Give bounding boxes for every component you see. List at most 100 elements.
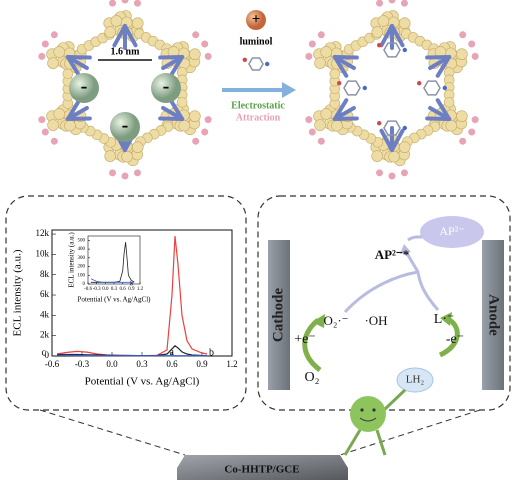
y-axis-title: ECL intensity (a.u.) <box>12 249 24 336</box>
anode-electrode <box>482 240 504 390</box>
node <box>38 52 46 60</box>
atom <box>362 85 367 91</box>
electrode-label: Co-HHTP/GCE <box>224 464 299 476</box>
atom <box>456 48 468 61</box>
node <box>400 0 408 7</box>
arrowhead <box>440 312 452 326</box>
y-tick-label: 0 <box>83 282 86 287</box>
y-tick-label: 400 <box>78 247 86 252</box>
figure-leg <box>375 429 387 456</box>
luminol-molecule <box>242 57 270 71</box>
x-tick-label: 0.6 <box>120 287 127 292</box>
node <box>109 0 117 7</box>
x-tick-label: 1.2 <box>137 287 144 292</box>
atom <box>402 47 407 53</box>
atom <box>131 17 144 30</box>
y-axis-title: ECL intensity (a.u.) <box>68 232 76 288</box>
series-line <box>90 278 135 283</box>
atom <box>265 61 270 67</box>
atom <box>178 119 191 132</box>
cathode-label: Cathode <box>270 288 286 343</box>
anion <box>151 73 181 103</box>
node <box>376 0 384 7</box>
atom <box>377 43 382 48</box>
y-tick-label: 10k <box>36 248 50 258</box>
atom <box>377 15 390 27</box>
atom <box>445 119 458 132</box>
linker <box>379 24 394 48</box>
node <box>41 128 49 136</box>
y-tick-label: 200 <box>78 265 86 270</box>
node <box>459 31 467 39</box>
connector <box>339 409 481 456</box>
node <box>121 172 129 180</box>
node <box>468 128 476 136</box>
ring <box>383 120 401 136</box>
arrowhead <box>400 244 411 254</box>
atom <box>331 119 343 132</box>
node <box>400 169 408 177</box>
node <box>471 116 479 124</box>
x-axis-title: Potential (V vs. Ag/AgCl) <box>78 296 152 304</box>
node <box>459 137 467 145</box>
arrowhead <box>312 314 325 328</box>
ion-sign: - <box>122 115 129 137</box>
anode-label: Anode <box>486 294 502 336</box>
x-tick-label: -0.6 <box>84 287 92 292</box>
node <box>133 0 141 7</box>
node <box>468 40 476 48</box>
series-line <box>56 354 207 357</box>
atom <box>64 119 76 132</box>
charts: -0.6 -0.3 0.0 0.3 0.6 0.9 1.202k4k6k8k10k12kPo… <box>12 228 238 387</box>
node <box>121 0 129 4</box>
x-tick-label: 0.0 <box>102 287 109 292</box>
species-label: L·⁻ <box>434 312 455 327</box>
atom <box>53 108 65 120</box>
x-tick-label: 0.3 <box>111 287 118 292</box>
y-tick-label: 500 <box>78 239 86 244</box>
ring <box>248 57 264 71</box>
atom <box>320 46 332 58</box>
x-tick-label: -0.3 <box>93 287 101 292</box>
node <box>471 52 479 60</box>
node <box>41 40 49 48</box>
mascot <box>350 396 386 432</box>
atom <box>189 48 201 61</box>
atom <box>417 81 422 86</box>
series-label: b <box>130 281 133 287</box>
species-label: LH₂ <box>406 374 425 386</box>
reaction-label: +e⁻ <box>294 332 316 347</box>
figure-arm <box>382 388 407 412</box>
frameworks <box>38 0 479 180</box>
linker <box>332 116 359 121</box>
electrode <box>177 455 348 480</box>
species-label: AP²⁻* <box>375 247 410 262</box>
atom <box>320 108 332 120</box>
x-tick-label: -0.6 <box>45 359 60 369</box>
figure-leg <box>343 429 362 456</box>
product-cloud <box>420 216 484 248</box>
node <box>109 169 117 177</box>
y-tick-label: 8k <box>40 269 50 279</box>
node <box>133 169 141 177</box>
atom <box>314 119 326 131</box>
ring <box>383 42 401 58</box>
node <box>308 40 316 48</box>
node <box>201 128 209 136</box>
series-label: a <box>170 347 175 358</box>
linker <box>168 98 185 121</box>
atom <box>104 26 117 38</box>
atom <box>388 150 400 163</box>
species-label: ·OH <box>364 313 387 328</box>
linker <box>112 24 127 48</box>
node <box>317 137 325 145</box>
node <box>305 52 313 60</box>
product-label: AP²⁻ <box>439 224 464 238</box>
pore-size: 1.6 nm <box>111 46 141 57</box>
atom <box>371 150 384 162</box>
atom <box>242 57 247 62</box>
atom <box>104 150 117 162</box>
linker <box>65 116 92 121</box>
ring <box>343 80 361 96</box>
anion <box>69 73 99 103</box>
